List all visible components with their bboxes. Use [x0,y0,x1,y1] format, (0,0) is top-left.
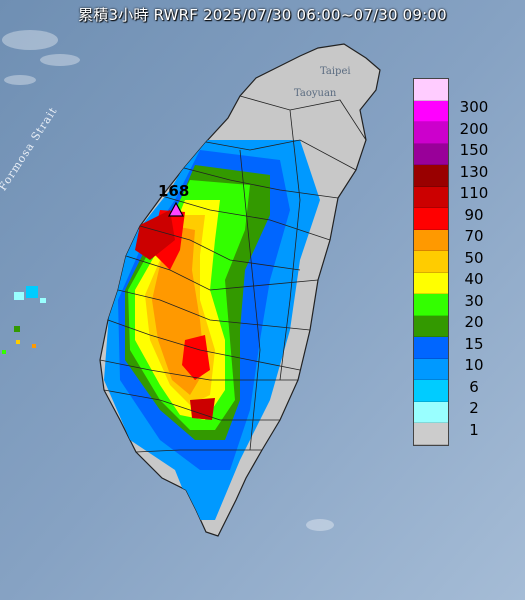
legend-swatch [414,165,448,187]
legend-swatch [414,79,448,101]
place-label-taoyuan: Taoyuan [294,88,337,99]
legend-label: 90 [464,205,484,224]
legend-label: 150 [459,141,489,159]
legend-label: 40 [464,270,484,288]
legend-swatch [414,337,448,359]
peak-marker-triangle [167,201,185,217]
legend-swatch [414,251,448,273]
legend-swatch [414,143,448,165]
legend-swatch [414,401,448,423]
legend-swatch [414,272,448,294]
legend-swatch [414,229,448,251]
legend-swatch [414,358,448,380]
legend-label: 300 [459,98,489,116]
legend-label: 130 [459,162,489,181]
legend-swatch [414,380,448,402]
legend-label: 110 [459,184,489,202]
peak-value-label: 168 [158,182,190,200]
legend-label: 2 [469,399,479,417]
legend-swatch [414,315,448,337]
legend-label: 200 [459,119,489,138]
outlying-islands [2,286,46,354]
legend-label: 50 [464,248,484,267]
legend-label: 6 [469,377,479,396]
legend-label: 15 [464,334,484,353]
legend-swatch [414,208,448,230]
legend-swatch [414,100,448,122]
legend-label: 20 [464,313,484,331]
legend-label: 30 [464,291,484,310]
legend-label: 1 [469,420,479,439]
legend-swatch [414,186,448,208]
legend-label: 70 [464,227,484,245]
place-label-taipei: Taipei [320,66,351,77]
rainfall-legend [413,78,449,446]
map-title: 累積3小時 RWRF 2025/07/30 06:00~07/30 09:00 [78,6,447,24]
county-boundaries [99,95,367,453]
rainfall-overlay [104,140,320,520]
legend-label: 10 [464,356,484,374]
sea-texture [2,30,334,531]
legend-swatch [414,423,448,445]
legend-swatch [414,122,448,144]
legend-swatch [414,294,448,316]
